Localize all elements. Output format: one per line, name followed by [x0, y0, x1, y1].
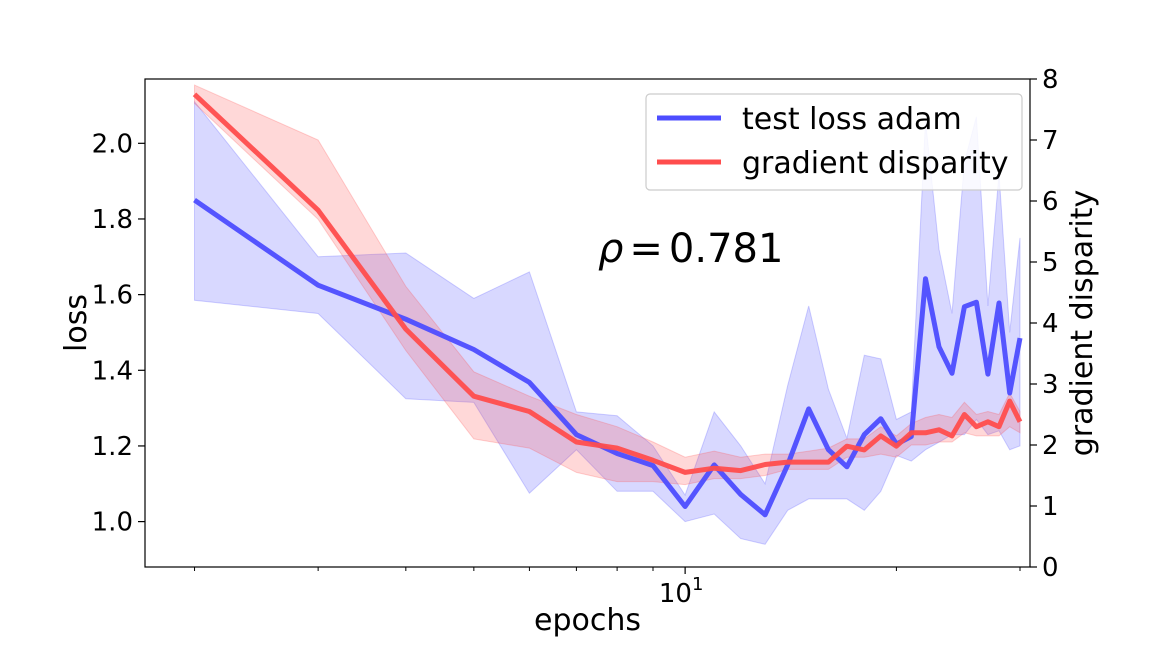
band-test-loss	[194, 100, 1021, 545]
correlation-value: 0.781	[669, 226, 784, 272]
legend: test loss adam gradient disparity	[645, 93, 1023, 191]
y2-tick-label: 6	[1042, 187, 1059, 217]
equals-sign: =	[629, 226, 663, 272]
y2-tick-label: 3	[1042, 370, 1059, 400]
y2-tick-label: 0	[1042, 553, 1059, 583]
y2-tick-label: 4	[1042, 309, 1059, 339]
y2-tick-label: 1	[1042, 492, 1059, 522]
series-lines	[192, 92, 1023, 518]
legend-box	[645, 93, 1023, 191]
y-axis-label: loss	[59, 294, 94, 352]
axis-ticks: 1.0 1.2 1.4 1.6 1.8 2.0 0 1 2 3 4 5 6 7 8 101	[92, 65, 1059, 609]
rho-symbol: ρ	[598, 226, 623, 272]
y2-tick-label: 8	[1042, 65, 1059, 95]
y-tick-label: 1.0	[92, 508, 133, 538]
legend-label-test-loss: test loss adam	[742, 102, 962, 137]
y2-tick-label: 2	[1042, 431, 1059, 461]
y-tick-label: 1.6	[92, 281, 133, 311]
y-tick-label: 2.0	[92, 129, 133, 159]
y2-tick-label: 7	[1042, 126, 1059, 156]
y-tick-label: 1.8	[92, 205, 133, 235]
y2-tick-label: 5	[1042, 248, 1059, 278]
y-tick-label: 1.2	[92, 432, 133, 462]
legend-label-gradient-disparity: gradient disparity	[742, 146, 1009, 181]
correlation-annotation: ρ = 0.781	[598, 226, 783, 272]
line-test-loss	[193, 198, 1023, 518]
x-tick-label: 101	[659, 574, 704, 609]
line-gradient-disparity	[192, 92, 1023, 475]
y2-axis-label: gradient disparity	[1065, 190, 1100, 457]
x-axis-label: epochs	[534, 603, 641, 638]
y-tick-label: 1.4	[92, 356, 133, 386]
